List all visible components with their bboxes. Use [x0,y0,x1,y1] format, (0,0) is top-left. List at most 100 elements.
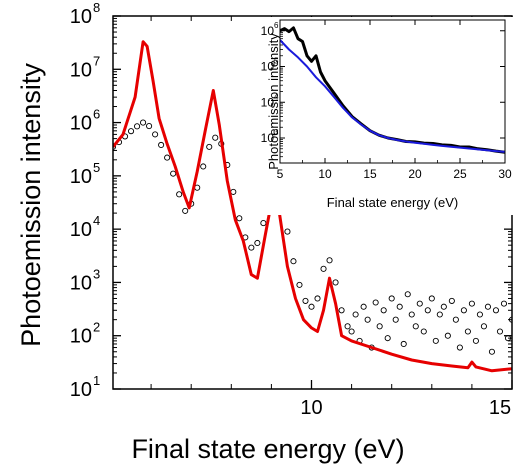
data-point [260,220,267,227]
inset-x-axis-label: Final state energy (eV) [327,195,459,210]
y-tick-label: 10 [70,326,92,348]
data-point [456,344,463,351]
data-point [396,303,403,310]
y-tick-exponent: 8 [93,0,100,15]
y-tick-label: 10 [70,6,92,28]
data-point [338,307,345,314]
inset-x-tick-label: 10 [318,167,332,181]
data-point [332,279,339,286]
data-point [400,340,407,348]
data-point [504,335,512,342]
inset-y-tick-exponent: 3 [274,128,279,137]
data-point [302,297,309,304]
data-point [436,311,443,318]
data-point [500,300,508,307]
data-point [468,300,475,307]
data-point [127,128,135,135]
inset-x-tick-label: 20 [408,167,422,181]
inset-y-axis-label: Photoemission intensity [266,33,281,170]
data-point [308,303,315,310]
data-point [290,258,297,265]
data-point [464,328,471,335]
y-tick-label: 10 [70,379,92,401]
data-point [476,311,483,318]
y-tick-label: 10 [70,59,92,81]
data-point [182,207,189,214]
y-tick-exponent: 3 [93,266,100,281]
inset-x-tick-label: 5 [277,167,284,181]
inset-x-tick-label: 15 [363,167,377,181]
y-tick-exponent: 2 [93,320,100,335]
data-point [344,323,351,330]
inset-y-tick-label: 10 [261,131,275,145]
data-point [392,316,399,323]
inset-y-tick-label: 10 [261,95,275,109]
inset-y-tick-exponent: 4 [274,92,279,101]
data-point [484,303,491,310]
y-tick-exponent: 6 [93,107,100,122]
data-point [152,131,159,138]
y-tick-exponent: 5 [93,160,100,175]
data-point [452,316,459,323]
data-point [444,332,451,339]
y-tick-exponent: 1 [93,373,100,388]
data-point [480,323,487,330]
data-point [326,257,333,264]
data-point [206,143,213,150]
data-point [248,244,255,251]
data-point [496,328,504,335]
inset-x-tick-label: 25 [453,167,467,181]
data-point [492,307,500,314]
data-point [254,239,261,247]
data-point [432,337,439,344]
data-point [416,300,423,307]
inset-plot-frame [279,19,506,164]
data-point [420,328,427,335]
data-point [140,119,147,126]
data-point [488,348,495,355]
data-point [176,191,183,198]
data-point [388,295,395,302]
x-tick-label: 10 [300,397,322,419]
data-point [364,316,371,323]
y-axis-label: Photoemission intensity [16,63,46,347]
data-point [158,141,165,149]
data-point [372,299,379,306]
data-point [284,228,291,235]
x-tick-label: 15 [489,397,511,419]
data-point [230,188,237,195]
data-point [384,335,391,342]
data-point [440,303,447,310]
inset-y-tick-exponent: 6 [274,21,279,30]
data-point [170,170,177,177]
data-point [408,311,415,318]
data-point [424,307,431,314]
x-axis-label: Final state energy (eV) [131,434,404,464]
data-point [164,154,171,161]
y-tick-label: 10 [70,166,92,188]
inset-series-line-blue [280,39,505,153]
data-point [134,123,141,130]
y-tick-label: 10 [70,113,92,135]
data-point [200,163,207,170]
data-point [376,323,383,330]
inset-y-tick-label: 10 [261,24,275,38]
y-tick-label: 10 [70,219,92,241]
inset-data-layer [280,26,505,154]
data-point [348,328,355,335]
data-point [412,323,419,330]
y-tick-label: 10 [70,272,92,294]
data-point [380,307,387,314]
data-point [314,295,321,302]
inset-background [265,17,517,215]
data-point [212,134,219,141]
data-point [460,307,467,314]
data-point [472,337,479,344]
data-point [146,123,153,130]
inset-x-tick-label: 30 [498,167,512,181]
data-point [360,303,367,310]
data-point [296,281,303,288]
y-tick-exponent: 4 [93,213,100,228]
